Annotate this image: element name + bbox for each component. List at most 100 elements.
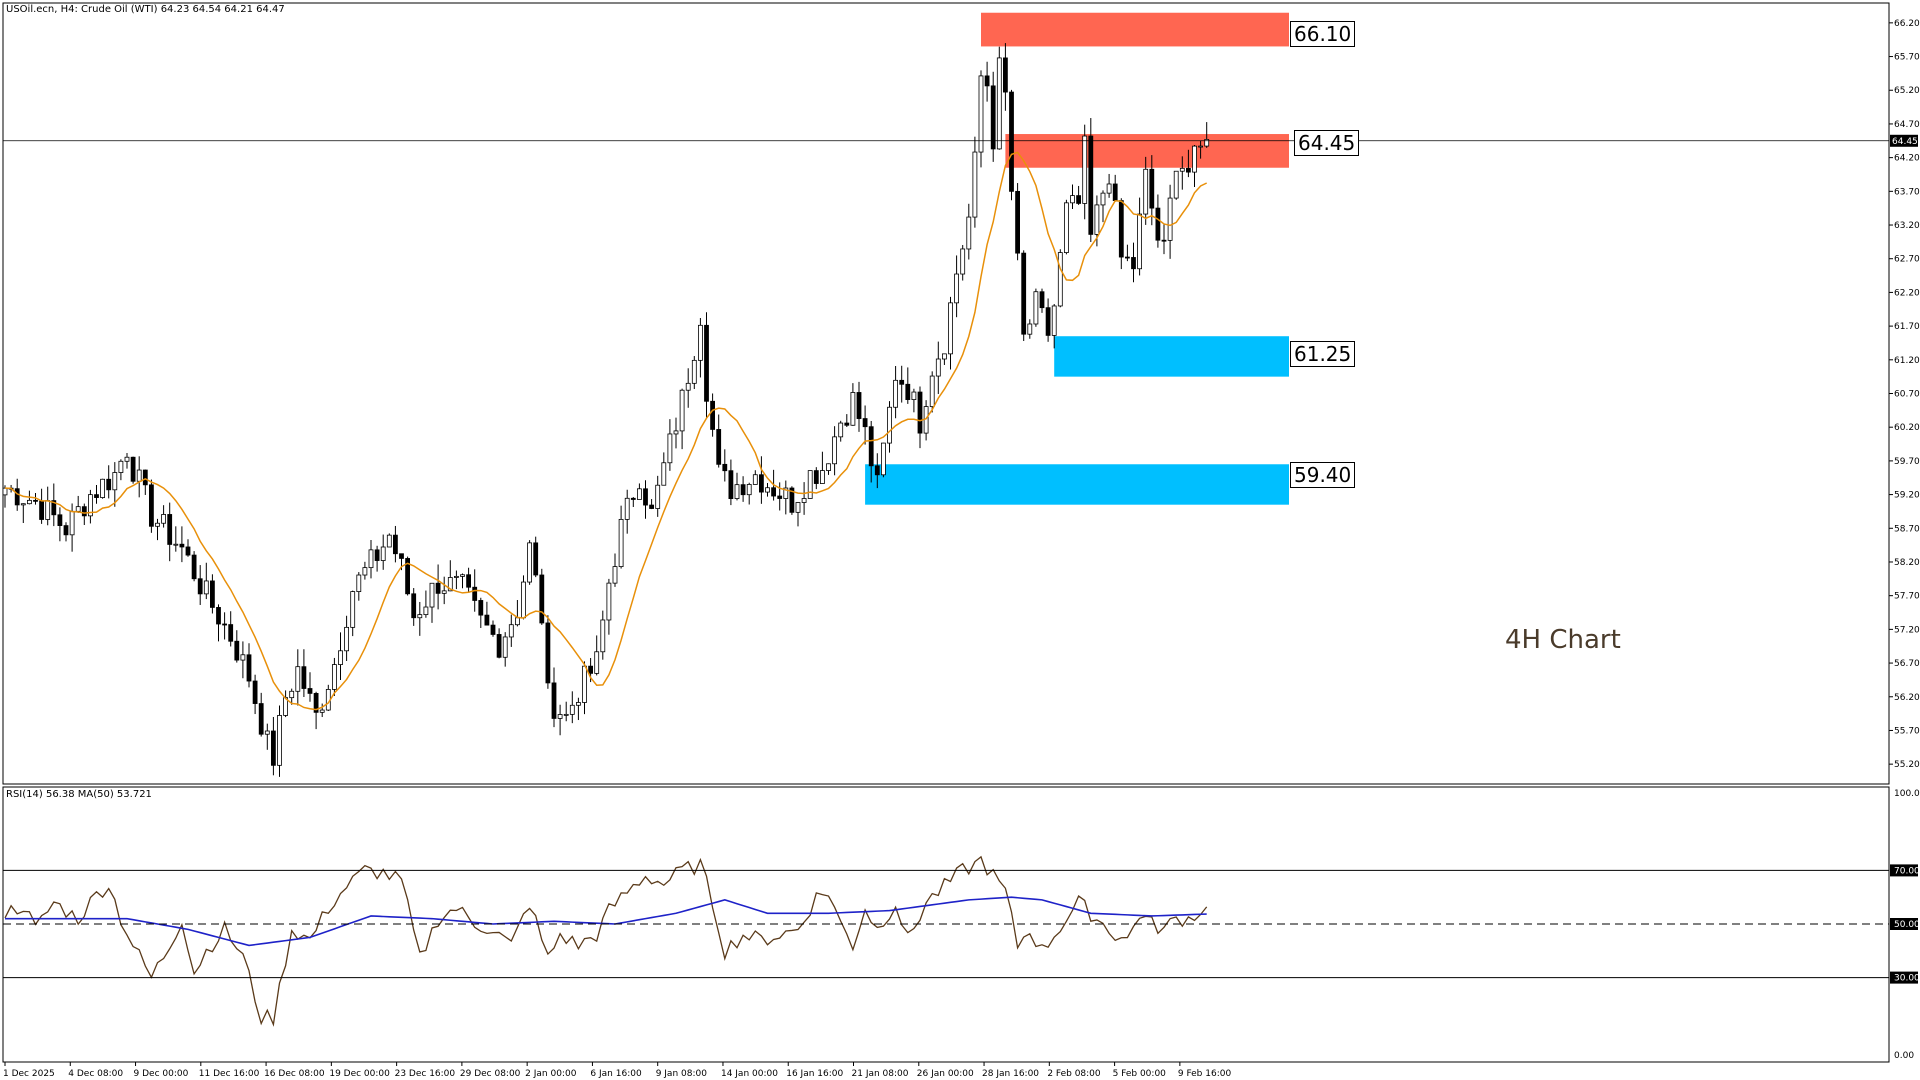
candle-body	[1131, 257, 1136, 270]
candle-body	[39, 500, 44, 520]
candle-body	[533, 542, 539, 576]
candle-body	[600, 619, 606, 653]
candle-body	[734, 484, 740, 499]
candle-body	[691, 359, 697, 384]
candle-body	[630, 497, 636, 500]
candle-body	[447, 577, 453, 592]
candle-body	[722, 463, 728, 472]
candle-body	[990, 85, 996, 150]
candle-body	[203, 580, 209, 595]
candle-body	[606, 582, 612, 621]
candle-body	[984, 75, 990, 87]
candle-body	[161, 514, 167, 524]
candle-body	[783, 487, 789, 499]
candle-body	[850, 392, 856, 426]
candle-body	[820, 470, 825, 484]
support-zone	[1054, 336, 1289, 377]
candle-body	[130, 456, 136, 482]
rsi-level-tag	[1890, 971, 1918, 984]
price-axis-label: 56.20	[1894, 693, 1920, 703]
candle-body	[234, 640, 240, 661]
candle-body	[1137, 213, 1142, 270]
candle-body	[313, 693, 319, 713]
candle-body	[868, 426, 874, 467]
time-axis-label: 16 Jan 16:00	[786, 1069, 843, 1079]
candle-body	[618, 518, 624, 568]
candle-body	[1027, 323, 1033, 335]
candle-body	[179, 543, 185, 548]
candle-body	[813, 470, 819, 484]
candle-body	[795, 502, 801, 513]
rsi-axis-label: 70.00	[1894, 866, 1920, 876]
candle-body	[679, 389, 685, 432]
candle-body	[838, 422, 844, 438]
candle-body	[484, 614, 490, 626]
candle-body	[1106, 183, 1112, 194]
candle-body	[807, 470, 813, 499]
axes-layer: 55.20 55.70 56.20 56.70 57.20 57.70 58.20 58.70…	[3, 19, 1920, 1079]
candle-body	[948, 302, 953, 355]
candle-body	[240, 654, 246, 661]
candle-body	[496, 634, 502, 658]
candle-body	[289, 690, 295, 699]
candle-body	[716, 429, 722, 465]
candle-body	[740, 484, 746, 496]
price-axis-label: 60.70	[1894, 390, 1920, 400]
candle-body	[1179, 167, 1185, 172]
price-axis-label: 60.20	[1894, 423, 1920, 433]
candle-body	[88, 494, 93, 517]
time-axis-label: 29 Dec 08:00	[460, 1069, 521, 1079]
candle-body	[100, 478, 105, 498]
candle-body	[392, 534, 398, 555]
candle-body	[515, 617, 520, 626]
rsi-axis-label: 0.00	[1894, 1051, 1914, 1061]
candle-body	[380, 546, 386, 561]
candle-body	[765, 487, 770, 493]
candles-layer	[2, 43, 1210, 777]
price-axis-label: 59.70	[1894, 457, 1920, 467]
time-axis-label: 19 Dec 00:00	[329, 1069, 390, 1079]
candle-body	[2, 487, 8, 496]
time-axis-label: 2 Jan 00:00	[525, 1069, 577, 1079]
candle-body	[942, 353, 947, 360]
candle-body	[728, 470, 734, 499]
candle-body	[661, 462, 667, 486]
candle-body	[216, 607, 221, 625]
candle-body	[33, 499, 38, 502]
zone-label-resistance-mid: 64.45	[1294, 130, 1360, 156]
candle-body	[197, 578, 203, 595]
candle-body	[508, 624, 514, 638]
candle-body	[460, 574, 465, 577]
candle-body	[856, 392, 862, 419]
candle-body	[862, 418, 868, 428]
price-axis-label: 55.70	[1894, 726, 1920, 736]
rsi-axis-label: 100.00	[1894, 789, 1920, 799]
time-axis-label: 16 Dec 08:00	[264, 1069, 325, 1079]
price-moving-average	[4, 151, 1208, 711]
candle-body	[344, 626, 350, 652]
candle-body	[582, 665, 587, 703]
candle-body	[155, 522, 160, 527]
candle-body	[1149, 168, 1155, 209]
candle-body	[423, 606, 429, 616]
candle-body	[1204, 139, 1210, 147]
candle-body	[490, 624, 496, 635]
candle-body	[996, 57, 1002, 150]
candle-body	[417, 614, 423, 619]
candle-body	[374, 549, 380, 561]
zone-label-support-high: 61.25	[1290, 341, 1356, 367]
time-axis-label: 23 Dec 16:00	[395, 1069, 456, 1079]
rsi-axis-label: 30.00	[1894, 974, 1920, 984]
candle-body	[905, 383, 911, 400]
candle-body	[935, 358, 941, 377]
time-axis-label: 1 Dec 2025	[3, 1069, 55, 1079]
candle-body	[893, 379, 898, 408]
candle-body	[173, 543, 179, 546]
candle-body	[362, 567, 368, 576]
time-axis-label: 21 Jan 08:00	[852, 1069, 909, 1079]
candle-body	[45, 500, 51, 520]
price-axis-label: 63.70	[1894, 187, 1920, 197]
candle-body	[1070, 195, 1075, 204]
rsi-header: RSI(14) 56.38 MA(50) 53.721	[6, 789, 152, 800]
